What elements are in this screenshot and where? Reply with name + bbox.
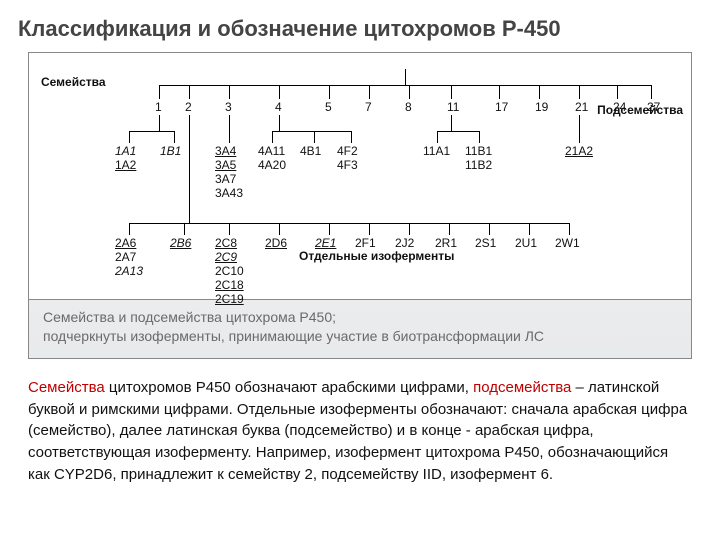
tree-label: 4F2	[337, 144, 358, 158]
tree-label: 24	[613, 100, 626, 114]
tree-label: 2C8	[215, 236, 237, 250]
tree-label: 19	[535, 100, 548, 114]
tree-label: 2D6	[265, 236, 287, 250]
tree-label: 11A1	[423, 144, 450, 158]
tree-label: 2J2	[395, 236, 414, 250]
description-paragraph: Семейства цитохромов Р450 обозначают ара…	[28, 377, 692, 486]
tree-label: 21	[575, 100, 588, 114]
tree-label: 1A2	[115, 158, 136, 172]
tree-label: 3A4	[215, 144, 236, 158]
tree-label: 21A2	[565, 144, 593, 158]
tree-label: 2R1	[435, 236, 457, 250]
tree-label: 3A5	[215, 158, 236, 172]
page-title: Классификация и обозначение цитохромов Р…	[0, 0, 720, 52]
tree-label: 4F3	[337, 158, 358, 172]
subfamilies-label: Подсемейства	[597, 103, 683, 117]
tree-label: 3A7	[215, 172, 236, 186]
tree-label: 27	[647, 100, 660, 114]
tree-label: 1A1	[115, 144, 136, 158]
tree-label: 3A43	[215, 186, 243, 200]
tree-label: 2C18	[215, 278, 244, 292]
tree-label: 11B1	[465, 144, 492, 158]
tree-label: 4B1	[300, 144, 321, 158]
tree-label: 8	[405, 100, 412, 114]
isoenzymes-label: Отдельные изоферменты	[299, 249, 454, 263]
tree-label: 11	[447, 100, 459, 114]
tree-label: 5	[325, 100, 332, 114]
families-label: Семейства	[41, 75, 106, 89]
tree-label: 2A13	[115, 264, 143, 278]
tree-label: 4A11	[258, 144, 285, 158]
tree-label: 4	[275, 100, 282, 114]
tree-label: 2C9	[215, 250, 237, 264]
tree-label: 4A20	[258, 158, 286, 172]
tree-label: 2W1	[555, 236, 580, 250]
tree-label: 1B1	[160, 144, 181, 158]
tree-label: 3	[225, 100, 232, 114]
tree-label: 17	[495, 100, 508, 114]
tree-label: 2	[185, 100, 192, 114]
tree-label: 2A6	[115, 236, 136, 250]
tree-label: 2C19	[215, 292, 244, 306]
tree-label: 2U1	[515, 236, 537, 250]
tree-label: 2S1	[475, 236, 496, 250]
tree-label: 1	[155, 100, 162, 114]
diagram-panel: Семейства Подсемейства Отдельные изоферм…	[28, 52, 692, 359]
caption-line-2: подчеркнуты изоферменты, принимающие уча…	[43, 327, 677, 346]
caption-line-1: Семейства и подсемейства цитохрома P450;	[43, 308, 677, 327]
diagram-caption: Семейства и подсемейства цитохрома P450;…	[29, 300, 691, 358]
tree-chart: Семейства Подсемейства Отдельные изоферм…	[29, 53, 691, 300]
tree-label: 2C10	[215, 264, 244, 278]
tree-label: 7	[365, 100, 372, 114]
tree-label: 2B6	[170, 236, 191, 250]
tree-label: 2A7	[115, 250, 136, 264]
tree-label: 11B2	[465, 158, 492, 172]
tree-label: 2F1	[355, 236, 376, 250]
tree-label: 2E1	[315, 236, 336, 250]
